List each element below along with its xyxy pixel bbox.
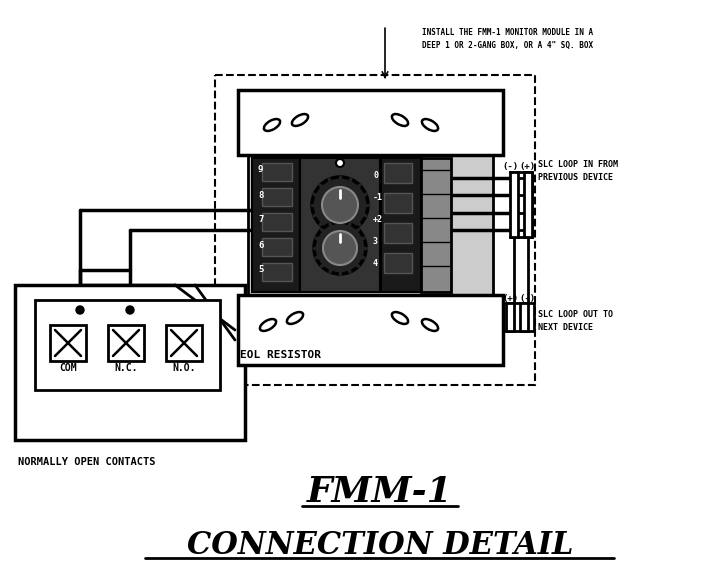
Bar (384, 193, 412, 213)
Text: NORMALLY OPEN CONTACTS: NORMALLY OPEN CONTACTS (18, 457, 156, 467)
Text: 5: 5 (258, 266, 263, 274)
Ellipse shape (392, 312, 408, 324)
Text: 7: 7 (258, 215, 263, 224)
Bar (262, 263, 292, 281)
Circle shape (323, 231, 357, 265)
Ellipse shape (392, 114, 408, 126)
Text: (+): (+) (519, 162, 535, 172)
Text: CONNECTION DETAIL: CONNECTION DETAIL (187, 529, 573, 560)
Circle shape (126, 306, 134, 314)
Bar (262, 213, 292, 231)
Ellipse shape (260, 319, 276, 331)
Text: N.O.: N.O. (172, 363, 196, 373)
Text: SLC LOOP OUT TO
NEXT DEVICE: SLC LOOP OUT TO NEXT DEVICE (538, 310, 613, 332)
Bar (262, 238, 292, 256)
Bar (506, 303, 514, 331)
Bar (384, 223, 412, 243)
Bar (421, 158, 451, 292)
Text: INSTALL THE FMM-1 MONITOR MODULE IN A
DEEP 1 OR 2-GANG BOX, OR A 4" SQ. BOX: INSTALL THE FMM-1 MONITOR MODULE IN A DE… (422, 28, 593, 50)
Circle shape (314, 222, 366, 274)
Bar (384, 163, 412, 183)
Bar (300, 158, 380, 292)
Text: EOL RESISTOR: EOL RESISTOR (240, 350, 321, 360)
Text: 3: 3 (373, 236, 378, 246)
Bar (248, 155, 493, 295)
Text: (+): (+) (502, 293, 518, 302)
Ellipse shape (264, 119, 280, 131)
Ellipse shape (422, 119, 438, 131)
Bar (108, 325, 144, 361)
Bar (35, 300, 220, 390)
Bar (381, 158, 421, 292)
Ellipse shape (422, 319, 438, 331)
Bar (510, 172, 518, 237)
Bar (262, 163, 292, 181)
Text: 4: 4 (373, 258, 378, 267)
Ellipse shape (287, 312, 303, 324)
Ellipse shape (292, 114, 308, 126)
Text: FMM-1: FMM-1 (307, 475, 453, 509)
Circle shape (322, 187, 358, 223)
Text: 8: 8 (258, 191, 263, 200)
Text: (-): (-) (502, 162, 518, 172)
Circle shape (312, 177, 368, 233)
Text: -1: -1 (373, 192, 383, 201)
Bar (238, 295, 503, 365)
Bar (252, 158, 300, 292)
Text: (-): (-) (519, 293, 535, 302)
Bar (50, 325, 86, 361)
Bar (238, 90, 503, 155)
Text: 9: 9 (258, 165, 263, 174)
Bar (215, 75, 535, 385)
Circle shape (336, 159, 344, 167)
Circle shape (76, 306, 84, 314)
Text: SLC LOOP IN FROM
PREVIOUS DEVICE: SLC LOOP IN FROM PREVIOUS DEVICE (538, 160, 618, 181)
Text: COM: COM (59, 363, 77, 373)
Text: 6: 6 (258, 241, 263, 250)
Bar (520, 303, 528, 331)
Text: N.C.: N.C. (114, 363, 138, 373)
Bar (524, 172, 532, 237)
Bar (384, 253, 412, 273)
Text: +2: +2 (373, 215, 383, 223)
Bar (262, 188, 292, 206)
Text: 0: 0 (373, 170, 378, 180)
Bar (166, 325, 202, 361)
Bar (15, 285, 245, 440)
